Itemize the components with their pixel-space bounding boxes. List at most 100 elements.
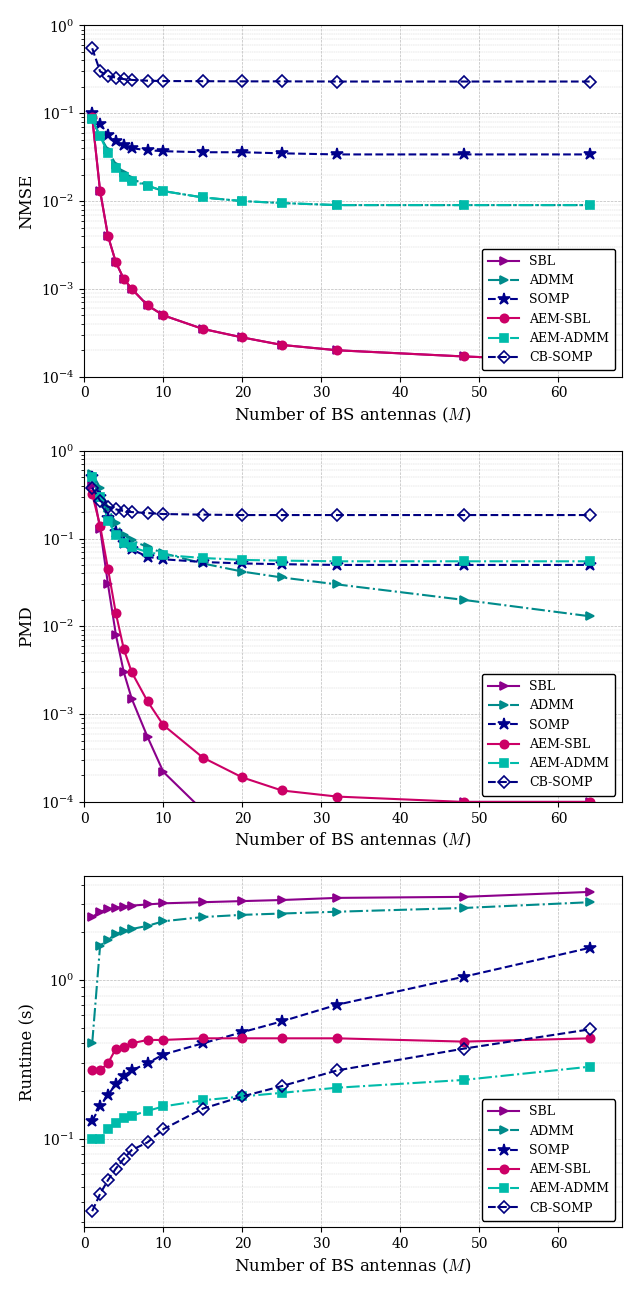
SBL xyxy=(460,889,467,905)
ADMM xyxy=(199,555,207,571)
SOMP xyxy=(239,1025,246,1040)
AEM-SBL xyxy=(159,308,167,324)
ADMM xyxy=(159,546,167,562)
SOMP xyxy=(104,127,112,142)
AEM-SBL xyxy=(112,606,120,621)
Line: SBL: SBL xyxy=(88,481,594,841)
CB-SOMP xyxy=(128,505,136,520)
SBL xyxy=(586,884,594,899)
ADMM xyxy=(128,171,136,186)
X-axis label: Number of BS antennas ($M$): Number of BS antennas ($M$) xyxy=(234,406,472,426)
Line: AEM-SBL: AEM-SBL xyxy=(88,113,594,365)
X-axis label: Number of BS antennas ($M$): Number of BS antennas ($M$) xyxy=(234,831,472,850)
CB-SOMP xyxy=(112,502,120,518)
SBL xyxy=(88,110,96,126)
ADMM xyxy=(88,466,96,481)
SOMP xyxy=(120,137,127,153)
SOMP xyxy=(239,555,246,571)
AEM-ADMM xyxy=(460,554,467,569)
SOMP xyxy=(460,146,467,162)
AEM-SBL xyxy=(278,338,285,353)
SBL xyxy=(112,255,120,270)
SBL xyxy=(333,343,341,358)
AEM-ADMM xyxy=(112,1115,120,1131)
SOMP xyxy=(159,1047,167,1062)
ADMM xyxy=(460,593,467,608)
CB-SOMP xyxy=(96,493,104,509)
AEM-ADMM xyxy=(586,1058,594,1074)
SOMP xyxy=(159,144,167,159)
SBL xyxy=(239,893,246,908)
SOMP xyxy=(104,1087,112,1102)
SOMP xyxy=(120,1068,127,1083)
Line: AEM-SBL: AEM-SBL xyxy=(88,490,594,806)
AEM-ADMM xyxy=(278,195,285,211)
SOMP xyxy=(128,141,136,157)
SBL xyxy=(586,795,594,810)
SBL xyxy=(199,894,207,910)
SBL xyxy=(333,824,341,840)
AEM-SBL xyxy=(112,255,120,270)
Line: ADMM: ADMM xyxy=(88,470,594,621)
CB-SOMP xyxy=(199,1101,207,1117)
ADMM xyxy=(278,569,285,585)
Y-axis label: Runtime (s): Runtime (s) xyxy=(19,1003,36,1100)
SBL xyxy=(104,228,112,243)
AEM-ADMM xyxy=(159,547,167,563)
SBL xyxy=(112,901,120,916)
AEM-SBL xyxy=(104,1056,112,1071)
SBL xyxy=(460,348,467,364)
CB-SOMP xyxy=(112,1161,120,1176)
SOMP xyxy=(239,145,246,160)
SOMP xyxy=(586,939,594,955)
CB-SOMP xyxy=(333,507,341,523)
ADMM xyxy=(96,938,104,954)
CB-SOMP xyxy=(278,74,285,89)
SBL xyxy=(278,338,285,353)
CB-SOMP xyxy=(96,63,104,79)
SBL xyxy=(96,905,104,920)
AEM-SBL xyxy=(120,642,127,657)
ADMM xyxy=(120,527,127,542)
SBL xyxy=(199,321,207,336)
Legend: SBL, ADMM, SOMP, AEM-SBL, AEM-ADMM, CB-SOMP: SBL, ADMM, SOMP, AEM-SBL, AEM-ADMM, CB-S… xyxy=(482,674,616,796)
SBL xyxy=(143,897,151,912)
CB-SOMP xyxy=(120,71,127,87)
CB-SOMP xyxy=(586,507,594,523)
SBL xyxy=(128,898,136,914)
SBL xyxy=(128,691,136,707)
Line: SOMP: SOMP xyxy=(86,942,596,1127)
SOMP xyxy=(112,1077,120,1092)
AEM-SBL xyxy=(199,321,207,336)
Y-axis label: NMSE: NMSE xyxy=(19,173,35,229)
Line: SBL: SBL xyxy=(88,888,594,921)
AEM-SBL xyxy=(96,518,104,533)
AEM-SBL xyxy=(143,298,151,313)
Legend: SBL, ADMM, SOMP, AEM-SBL, AEM-ADMM, CB-SOMP: SBL, ADMM, SOMP, AEM-SBL, AEM-ADMM, CB-S… xyxy=(482,1099,616,1220)
CB-SOMP xyxy=(128,1143,136,1158)
ADMM xyxy=(104,501,112,516)
CB-SOMP xyxy=(143,505,151,520)
SBL xyxy=(159,763,167,779)
SOMP xyxy=(333,558,341,573)
SOMP xyxy=(96,489,104,505)
SOMP xyxy=(104,511,112,527)
SOMP xyxy=(143,549,151,564)
AEM-SBL xyxy=(333,789,341,805)
Line: ADMM: ADMM xyxy=(88,898,594,1047)
SOMP xyxy=(112,524,120,540)
CB-SOMP xyxy=(143,72,151,88)
AEM-ADMM xyxy=(143,545,151,560)
CB-SOMP xyxy=(120,1150,127,1166)
AEM-ADMM xyxy=(278,553,285,568)
ADMM xyxy=(199,190,207,206)
ADMM xyxy=(586,198,594,214)
CB-SOMP xyxy=(239,507,246,523)
AEM-SBL xyxy=(112,1040,120,1056)
ADMM xyxy=(199,910,207,925)
AEM-SBL xyxy=(586,1030,594,1046)
AEM-SBL xyxy=(239,1030,246,1046)
AEM-ADMM xyxy=(96,128,104,144)
AEM-SBL xyxy=(586,353,594,369)
SOMP xyxy=(96,116,104,132)
